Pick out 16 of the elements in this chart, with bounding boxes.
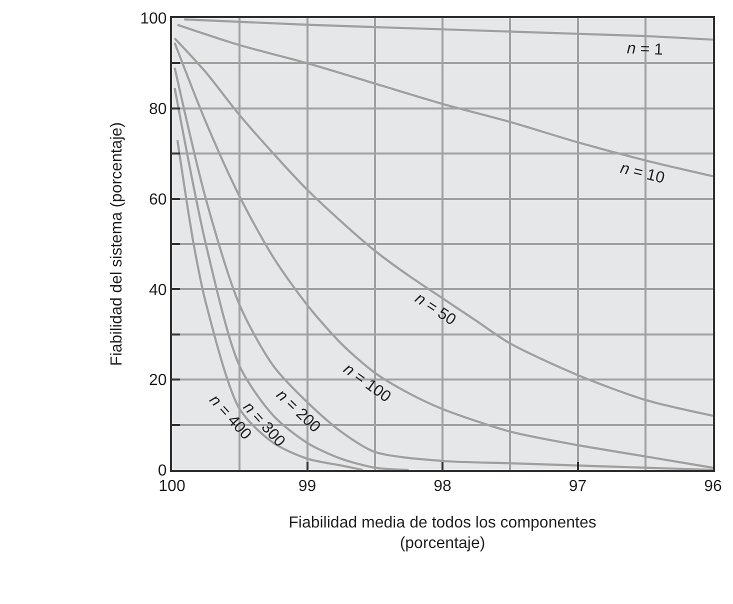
annotation: n = 50 [412,290,459,330]
y-tick-label: 100 [140,10,167,28]
x-axis-title: Fiabilidad media de todos los componentes (porcentaje) [288,514,596,552]
y-axis-title: Fiabilidad del sistema (porcentaje) [108,122,126,366]
x-tick-label: 97 [568,478,587,496]
y-tick-label: 0 [158,462,167,480]
x-tick-label: 96 [704,478,722,496]
annotation: n = 100 [340,360,394,406]
annotation: n = 1 [626,40,664,59]
y-tick-label: 60 [149,191,167,208]
annotation: n = 10 [618,160,666,188]
y-tick-label: 20 [149,372,167,390]
y-tick-label: 80 [149,101,167,118]
y-tick-label: 40 [149,282,167,299]
x-tick-label: 98 [434,478,452,496]
x-tick-label: 99 [298,478,316,496]
